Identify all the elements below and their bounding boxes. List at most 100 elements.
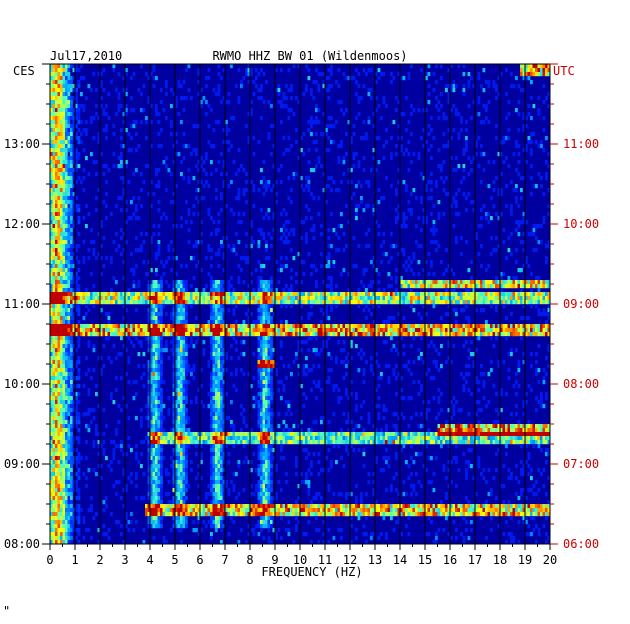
spectrogram-cell	[190, 324, 193, 329]
spectrogram-cell	[330, 64, 333, 69]
spectrogram-cell	[292, 292, 296, 297]
spectrogram-cell	[355, 396, 358, 401]
spectrogram-cell	[267, 332, 271, 337]
spectrogram-cell	[165, 312, 168, 317]
spectrogram-cell	[222, 400, 226, 405]
spectrogram-cell	[487, 120, 491, 125]
spectrogram-cell	[242, 340, 246, 345]
spectrogram-cell	[152, 376, 156, 381]
spectrogram-cell	[60, 400, 63, 405]
spectrogram-cell	[160, 308, 163, 313]
spectrogram-cell	[520, 332, 523, 337]
spectrogram-cell	[225, 392, 228, 397]
spectrogram-cell	[267, 348, 271, 353]
spectrogram-cell	[207, 292, 211, 297]
spectrogram-cell	[275, 88, 278, 93]
spectrogram-cell	[55, 364, 58, 369]
spectrogram-cell	[60, 212, 63, 217]
spectrogram-cell	[330, 176, 333, 181]
spectrogram-cell	[510, 300, 513, 305]
spectrogram-cell	[180, 120, 183, 125]
spectrogram-cell	[52, 180, 56, 185]
spectrogram-cell	[350, 324, 353, 329]
spectrogram-cell	[527, 284, 531, 289]
spectrogram-cell	[407, 76, 411, 81]
spectrogram-cell	[155, 336, 158, 341]
spectrogram-cell	[422, 220, 426, 225]
spectrogram-cell	[77, 332, 81, 337]
spectrogram-cell	[67, 276, 71, 281]
spectrogram-cell	[62, 164, 66, 169]
spectrogram-cell	[517, 220, 521, 225]
spectrogram-cell	[267, 256, 271, 261]
spectrogram-cell	[185, 384, 188, 389]
spectrogram-cell	[515, 380, 518, 385]
spectrogram-cell	[515, 372, 518, 377]
spectrogram-cell	[427, 148, 431, 153]
spectrogram-cell	[337, 224, 341, 229]
spectrogram-cell	[377, 292, 381, 297]
spectrogram-cell	[137, 332, 141, 337]
spectrogram-cell	[240, 268, 243, 273]
spectrogram-cell	[57, 344, 61, 349]
spectrogram-cell	[57, 348, 61, 353]
spectrogram-cell	[217, 344, 221, 349]
spectrogram-cell	[487, 400, 491, 405]
spectrogram-cell	[425, 332, 428, 337]
spectrogram-cell	[65, 80, 68, 85]
spectrogram-cell	[157, 292, 161, 297]
spectrogram-cell	[445, 192, 448, 197]
spectrogram-cell	[517, 84, 521, 89]
spectrogram-cell	[465, 288, 468, 293]
spectrogram-cell	[257, 372, 261, 377]
spectrogram-cell	[465, 324, 468, 329]
spectrogram-cell	[62, 380, 66, 385]
spectrogram-cell	[117, 72, 121, 77]
spectrogram-cell	[435, 96, 438, 101]
spectrogram-cell	[472, 332, 476, 337]
spectrogram-cell	[202, 348, 206, 353]
spectrogram-cell	[255, 324, 258, 329]
spectrogram-cell	[480, 280, 483, 285]
spectrogram-cell	[87, 300, 91, 305]
spectrogram-cell	[247, 72, 251, 77]
spectrogram-cell	[75, 180, 78, 185]
spectrogram-cell	[482, 152, 486, 157]
spectrogram-cell	[480, 284, 483, 289]
spectrogram-cell	[535, 300, 538, 305]
spectrogram-cell	[457, 212, 461, 217]
spectrogram-cell	[132, 268, 136, 273]
spectrogram-cell	[320, 308, 323, 313]
spectrogram-cell	[157, 252, 161, 257]
spectrogram-cell	[77, 104, 81, 109]
spectrogram-cell	[477, 292, 481, 297]
spectrogram-cell	[65, 152, 68, 157]
spectrogram-cell	[75, 124, 78, 129]
spectrogram-cell	[390, 156, 393, 161]
spectrogram-cell	[262, 160, 266, 165]
spectrogram-cell	[350, 296, 353, 301]
spectrogram-cell	[247, 256, 251, 261]
spectrogram-cell	[380, 72, 383, 77]
spectrogram-cell	[500, 172, 503, 177]
spectrogram-cell	[62, 200, 66, 205]
spectrogram-cell	[175, 348, 178, 353]
spectrogram-cell	[267, 360, 271, 365]
spectrogram-cell	[257, 296, 261, 301]
spectrogram-cell	[527, 76, 531, 81]
spectrogram-cell	[385, 364, 388, 369]
spectrogram-cell	[280, 296, 283, 301]
spectrogram-cell	[67, 72, 71, 77]
spectrogram-cell	[315, 132, 318, 137]
spectrogram-cell	[357, 332, 361, 337]
spectrogram-cell	[302, 340, 306, 345]
spectrogram-cell	[50, 112, 53, 117]
spectrogram-cell	[330, 296, 333, 301]
spectrogram-cell	[115, 280, 118, 285]
spectrogram-cell	[112, 240, 116, 245]
spectrogram-cell	[547, 296, 551, 301]
spectrogram-cell	[345, 388, 348, 393]
spectrogram-cell	[177, 336, 181, 341]
spectrogram-cell	[400, 324, 403, 329]
spectrogram-cell	[180, 380, 183, 385]
